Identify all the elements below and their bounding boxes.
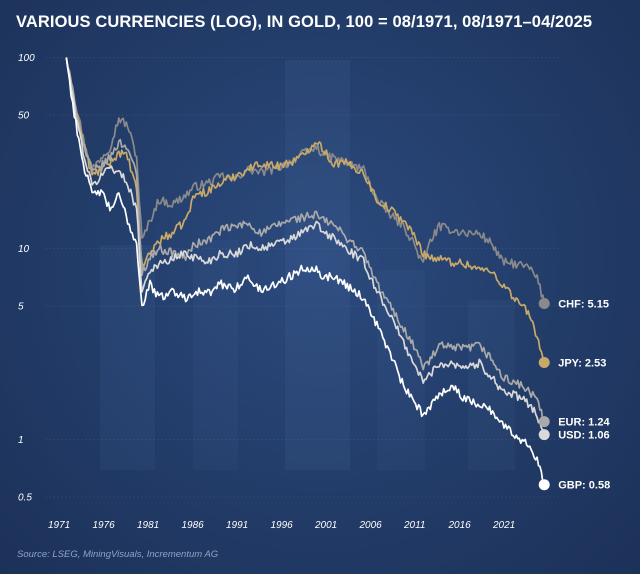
end-marker-eur [538, 416, 550, 428]
x-tick-label: 1986 [181, 520, 204, 531]
series-end-markers [538, 298, 550, 491]
source-note: Source: LSEG, MiningVisuals, Incrementum… [17, 549, 219, 560]
y-tick-label: 5 [18, 301, 24, 312]
x-tick-label: 1971 [48, 520, 70, 531]
background-bands [100, 60, 515, 470]
x-tick-label: 1996 [270, 520, 293, 531]
end-label-jpy: JPY: 2.53 [558, 358, 606, 370]
series-line-usd [65, 57, 546, 435]
background-band-1 [100, 245, 155, 470]
y-tick-label: 1 [18, 435, 24, 446]
x-tick-label: 1981 [137, 520, 159, 531]
y-tick-label: 50 [18, 110, 30, 121]
series-line-eur [65, 57, 545, 423]
background-band-3 [285, 60, 350, 470]
y-tick-label: 0.5 [18, 493, 32, 504]
series-line-gbp [65, 57, 545, 486]
x-tick-label: 2006 [358, 520, 382, 531]
x-tick-label: 1991 [226, 520, 248, 531]
background-band-5 [468, 300, 515, 470]
chart-title: VARIOUS CURRENCIES (LOG), IN GOLD, 100 =… [16, 13, 593, 31]
end-marker-gbp [538, 479, 550, 491]
end-label-gbp: GBP: 0.58 [558, 480, 610, 492]
end-marker-chf [538, 298, 550, 310]
y-axis-ticks: 100 50 10 5 1 0.5 [18, 53, 560, 504]
x-axis-ticks: 1971 1976 1981 1986 1991 1996 2001 2006 2011 2016… [48, 520, 515, 531]
x-tick-label: 1976 [92, 520, 115, 531]
x-tick-label: 2016 [447, 520, 471, 531]
y-tick-label: 10 [18, 244, 30, 255]
end-marker-jpy [538, 357, 550, 369]
end-label-eur: EUR: 1.24 [558, 417, 610, 429]
x-tick-label: 2011 [403, 520, 426, 531]
background-band-2 [193, 240, 238, 470]
end-marker-usd [538, 429, 550, 441]
series-lines [65, 57, 546, 486]
end-label-chf: CHF: 5.15 [558, 299, 609, 311]
y-tick-label: 100 [18, 53, 35, 64]
end-label-usd: USD: 1.06 [558, 430, 609, 442]
series-line-jpy [65, 57, 546, 363]
x-tick-label: 2001 [314, 520, 337, 531]
series-line-chf [65, 57, 546, 304]
x-tick-label: 2021 [492, 520, 515, 531]
